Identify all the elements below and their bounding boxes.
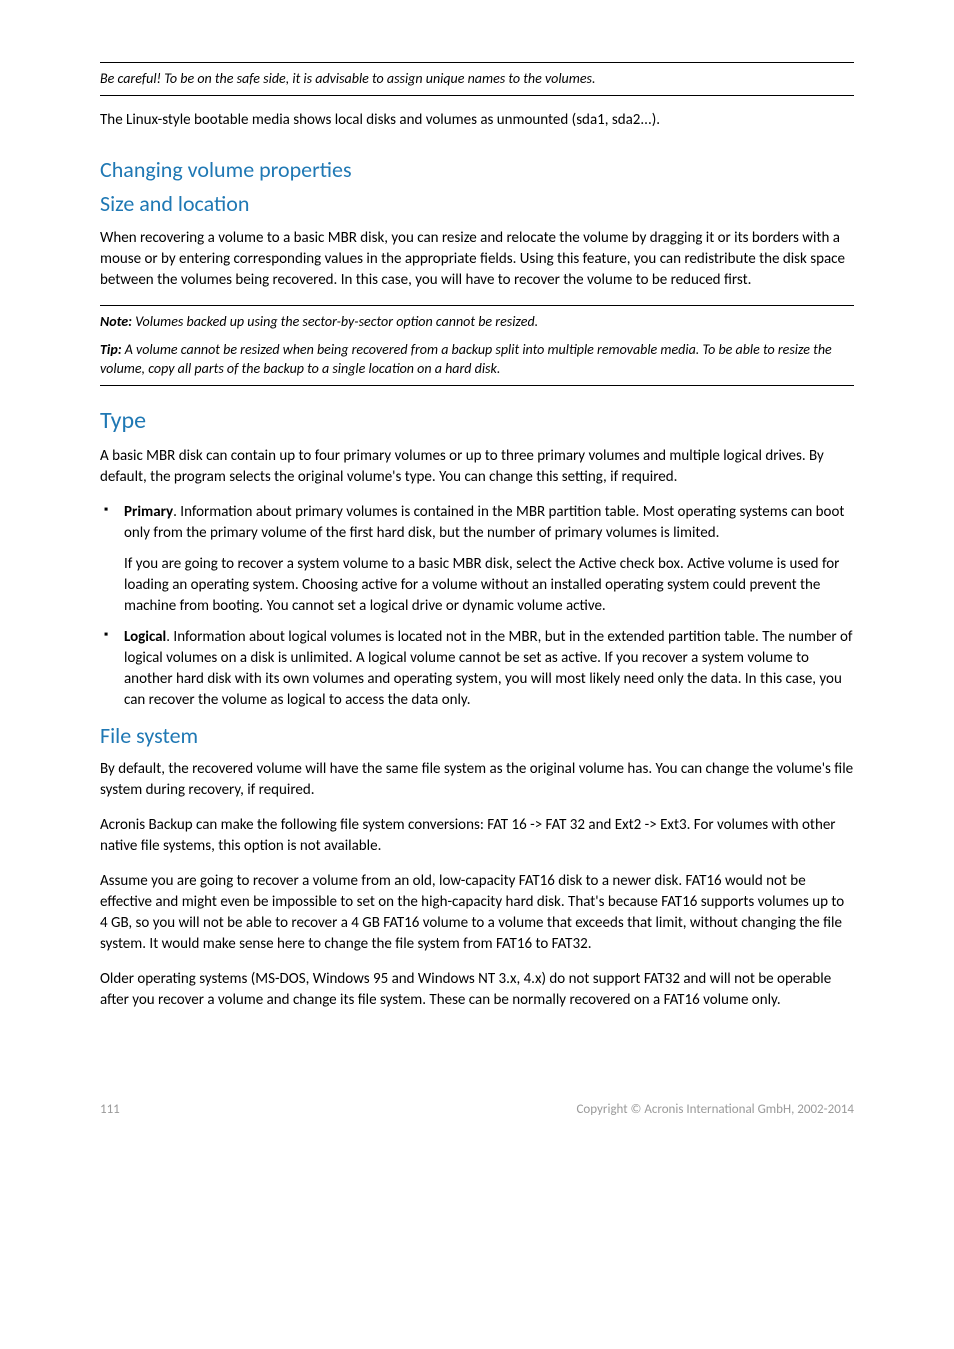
hr-note-top bbox=[100, 305, 854, 306]
type-bullet-list: Primary. Information about primary volum… bbox=[100, 502, 854, 544]
footer-page: 111 bbox=[100, 1101, 120, 1119]
footer: 111 Copyright © Acronis International Gm… bbox=[100, 1101, 854, 1119]
bullet-logical-text: . Information about logical volumes is l… bbox=[124, 628, 852, 709]
bullet-logical: Logical. Information about logical volum… bbox=[100, 627, 854, 711]
para-fs-3: Assume you are going to recover a volume… bbox=[100, 871, 854, 955]
hr-note-bottom bbox=[100, 385, 854, 386]
bullet-primary-text: . Information about primary volumes is c… bbox=[124, 503, 844, 542]
para-fs-1: By default, the recovered volume will ha… bbox=[100, 759, 854, 801]
hr-top bbox=[100, 62, 854, 63]
heading-type: Type bbox=[100, 404, 854, 438]
note-label: Note: bbox=[100, 313, 132, 330]
note-text: Volumes backed up using the sector-by-se… bbox=[132, 313, 538, 330]
para-fs-2: Acronis Backup can make the following fi… bbox=[100, 815, 854, 857]
footer-copyright: Copyright © Acronis International GmbH, … bbox=[576, 1101, 854, 1119]
hr-top-2 bbox=[100, 95, 854, 96]
bullet-logical-label: Logical bbox=[124, 628, 166, 646]
note-block: Note: Volumes backed up using the sector… bbox=[100, 312, 854, 332]
bullet-primary-label: Primary bbox=[124, 503, 173, 521]
para-fs-4: Older operating systems (MS-DOS, Windows… bbox=[100, 969, 854, 1011]
heading-size: Size and location bbox=[100, 189, 854, 220]
tip-text: A volume cannot be resized when being re… bbox=[100, 341, 832, 378]
type-bullet-list-2: Logical. Information about logical volum… bbox=[100, 627, 854, 711]
tip-label: Tip: bbox=[100, 341, 122, 358]
heading-fs: File system bbox=[100, 721, 854, 752]
tip-block: Tip: A volume cannot be resized when bei… bbox=[100, 340, 854, 379]
para-linux: The Linux-style bootable media shows loc… bbox=[100, 110, 854, 131]
para-size: When recovering a volume to a basic MBR … bbox=[100, 228, 854, 291]
para-type-intro: A basic MBR disk can contain up to four … bbox=[100, 446, 854, 488]
top-note: Be careful! To be on the safe side, it i… bbox=[100, 69, 854, 89]
bullet-primary-extra: If you are going to recover a system vol… bbox=[124, 554, 854, 617]
heading-changing: Changing volume properties bbox=[100, 155, 854, 186]
bullet-primary: Primary. Information about primary volum… bbox=[100, 502, 854, 544]
